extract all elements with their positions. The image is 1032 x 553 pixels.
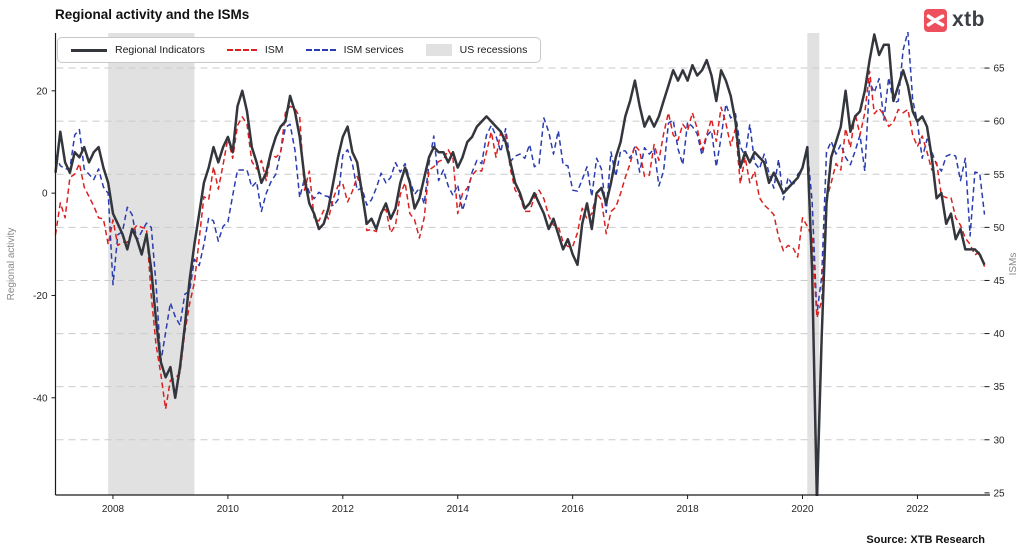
x-tick-label: 2018 bbox=[676, 504, 699, 515]
chart-title: Regional activity and the ISMs bbox=[55, 7, 250, 22]
xtb-logo-mark-icon bbox=[924, 8, 947, 32]
legend-item-us-recessions: US recessions bbox=[425, 44, 528, 56]
x-tick-label: 2022 bbox=[906, 504, 929, 515]
x-tick-label: 2020 bbox=[791, 504, 814, 515]
chart-legend: Regional Indicators ISM ISM services US … bbox=[57, 37, 542, 63]
legend-item-ism-services: ISM services bbox=[305, 44, 404, 56]
right-tick-label: 60 bbox=[994, 117, 1006, 128]
right-tick-label: 45 bbox=[994, 276, 1006, 287]
left-tick-label: -40 bbox=[33, 393, 48, 404]
series-ism-services bbox=[54, 32, 986, 363]
left-tick-label: 0 bbox=[42, 189, 48, 200]
x-tick-label: 2014 bbox=[447, 504, 470, 515]
legend-item-ism: ISM bbox=[226, 44, 284, 56]
series-regional-indicators bbox=[54, 33, 986, 496]
right-axis-label: ISMs bbox=[1008, 253, 1019, 276]
ism-dashed-swatch bbox=[226, 49, 257, 51]
us-recessions-patch-swatch bbox=[425, 44, 452, 56]
legend-label: ISM services bbox=[343, 44, 404, 56]
right-tick-label: 50 bbox=[994, 223, 1006, 234]
right-tick-label: 65 bbox=[994, 64, 1006, 75]
legend-item-regional-indicators: Regional Indicators bbox=[71, 44, 205, 56]
ism-services-dashed-swatch bbox=[305, 49, 336, 51]
source-note: Source: XTB Research bbox=[866, 534, 985, 546]
xtb-logo: xtb bbox=[924, 8, 985, 32]
left-axis-label: Regional activity bbox=[6, 228, 17, 301]
right-tick-label: 35 bbox=[994, 382, 1006, 393]
right-tick-label: 25 bbox=[994, 488, 1006, 499]
right-tick-label: 55 bbox=[994, 170, 1006, 181]
us-recession-band bbox=[807, 33, 820, 495]
left-tick-label: -20 bbox=[33, 291, 48, 302]
left-tick-label: 20 bbox=[36, 86, 48, 97]
legend-label: Regional Indicators bbox=[115, 44, 205, 56]
legend-label: US recessions bbox=[459, 44, 528, 56]
x-tick-label: 2010 bbox=[217, 504, 240, 515]
right-tick-label: 40 bbox=[994, 329, 1006, 340]
x-tick-label: 2012 bbox=[332, 504, 355, 515]
right-tick-label: 30 bbox=[994, 435, 1006, 446]
xtb-logo-text: xtb bbox=[952, 8, 985, 31]
legend-label: ISM bbox=[264, 44, 284, 56]
regional-indicators-line-swatch bbox=[71, 48, 107, 52]
x-tick-label: 2008 bbox=[102, 504, 125, 515]
x-tick-label: 2016 bbox=[562, 504, 585, 515]
